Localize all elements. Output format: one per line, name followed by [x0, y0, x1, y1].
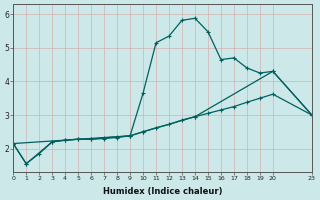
X-axis label: Humidex (Indice chaleur): Humidex (Indice chaleur)	[103, 187, 222, 196]
